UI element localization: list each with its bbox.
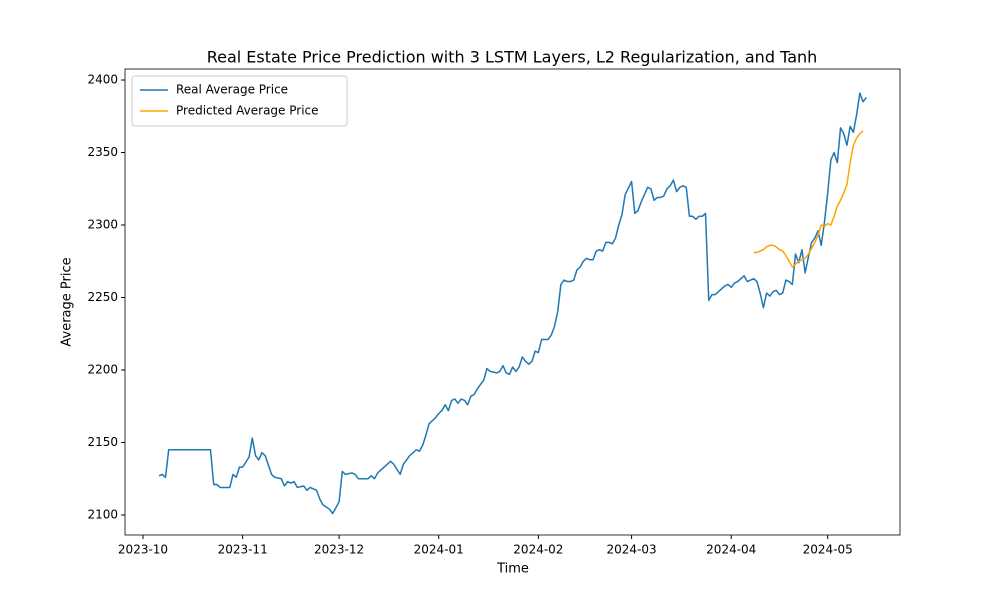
y-tick-label: 2300 (87, 218, 118, 232)
line-series (753, 130, 864, 268)
y-tick-label: 2250 (87, 290, 118, 304)
x-tick-label: 2024-01 (414, 543, 464, 557)
legend-label: Predicted Average Price (176, 104, 319, 118)
y-tick-label: 2350 (87, 145, 118, 159)
y-tick-label: 2100 (87, 507, 118, 521)
line-series (158, 92, 867, 515)
y-axis-label: Average Price (60, 257, 75, 346)
plot-frame (124, 68, 901, 536)
legend-box (131, 75, 348, 127)
chart-title: Real Estate Price Prediction with 3 LSTM… (207, 48, 818, 67)
x-tick-label: 2024-04 (706, 543, 756, 557)
x-tick-label: 2024-05 (803, 543, 853, 557)
x-tick-label: 2023-11 (218, 543, 268, 557)
legend-label: Real Average Price (176, 83, 288, 97)
y-tick-label: 2400 (87, 73, 118, 87)
y-tick-label: 2200 (87, 363, 118, 377)
x-tick-label: 2024-03 (607, 543, 657, 557)
x-tick-label: 2023-10 (118, 543, 168, 557)
x-axis-label: Time (496, 562, 529, 577)
x-tick-label: 2024-02 (513, 543, 563, 557)
y-tick-label: 2150 (87, 435, 118, 449)
x-tick-label: 2023-12 (314, 543, 364, 557)
